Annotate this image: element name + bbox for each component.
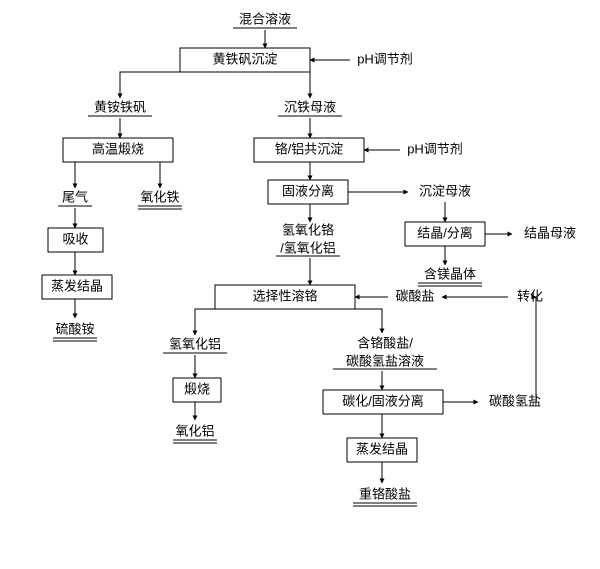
flow-edge [75, 162, 90, 188]
node-label: 碳酸氢盐 [489, 393, 541, 408]
node-n_fe_liquor: 沉铁母液 [278, 99, 342, 116]
node-n_absorb: 吸收 [48, 228, 103, 252]
flow-edge [120, 72, 220, 98]
flow-edge [270, 72, 310, 98]
node-n_jarosite: 黄铁矾沉淀 [180, 48, 310, 72]
node-n_carb_sep: 碳化/固液分离 [323, 390, 443, 414]
node-n_cr_al_cop: 铬/铝共沉淀 [254, 138, 364, 162]
node-label: 氧化铝 [175, 423, 214, 438]
node-n_sel_diss: 选择性溶铬 [215, 285, 355, 309]
node-n_phreg2: pH调节剂 [407, 141, 463, 156]
flow-edge [145, 162, 160, 188]
node-label: 蒸发结晶 [356, 441, 408, 456]
node-n_chromate_l2: 碳酸氢盐溶液 [333, 353, 437, 369]
node-n_evap2: 蒸发结晶 [347, 438, 417, 462]
node-label: 结晶母液 [524, 225, 576, 240]
node-n_al2o3: 氧化铝 [173, 423, 217, 443]
node-n_calcine2: 煅烧 [173, 378, 221, 402]
flow-edge [320, 309, 382, 333]
node-label: 含铬酸盐/ [357, 335, 413, 350]
node-label: 碳化/固液分离 [342, 393, 424, 408]
node-n_slsep: 固液分离 [268, 180, 348, 204]
flow-edge [195, 309, 240, 335]
node-n_ppt_liq: 沉淀母液 [419, 183, 471, 198]
node-label: 硫酸铵 [55, 321, 94, 336]
node-label: 碳酸盐 [395, 288, 434, 303]
node-n_fe2o3: 氧化铁 [138, 189, 182, 209]
node-n_calcine1: 高温煅烧 [63, 138, 173, 162]
node-label: 固液分离 [282, 183, 334, 198]
node-n_offgas: 尾气 [58, 189, 92, 206]
node-n_chromate_l1: 含铬酸盐/ [357, 335, 413, 350]
node-label: 沉淀母液 [419, 183, 471, 198]
node-label: 尾气 [62, 189, 88, 204]
node-n_croh3_l2: /氢氧化铝 [276, 240, 340, 256]
node-label: 氢氧化铝 [169, 336, 221, 351]
node-label: 碳酸氢盐溶液 [346, 353, 424, 368]
node-label: 重铬酸盐 [359, 486, 411, 501]
node-n_bicarb: 碳酸氢盐 [489, 393, 541, 408]
node-n_mix: 混合溶液 [233, 11, 297, 28]
node-label: 黄铵铁矾 [94, 99, 146, 114]
nodes-layer: 混合溶液黄铁矾沉淀pH调节剂黄铵铁矾沉铁母液高温煅烧铬/铝共沉淀pH调节剂尾气氧… [42, 11, 576, 506]
node-n_evap1: 蒸发结晶 [42, 275, 112, 299]
node-label: 煅烧 [184, 381, 210, 396]
node-label: 氧化铁 [140, 189, 179, 204]
node-n_amm_sulf: 硫酸铵 [53, 321, 97, 341]
node-label: 氢氧化铬 [282, 222, 334, 237]
node-label: 选择性溶铬 [252, 288, 317, 303]
node-n_croh3_l1: 氢氧化铬 [282, 222, 334, 237]
flowchart-canvas: 混合溶液黄铁矾沉淀pH调节剂黄铵铁矾沉铁母液高温煅烧铬/铝共沉淀pH调节剂尾气氧… [0, 0, 600, 569]
node-label: 含镁晶体 [424, 266, 476, 281]
node-label: 结晶/分离 [417, 225, 473, 240]
node-n_convert: 转化 [517, 288, 543, 303]
node-label: 高温煅烧 [92, 141, 144, 156]
node-label: 吸收 [62, 231, 88, 246]
node-label: 沉铁母液 [284, 99, 336, 114]
node-label: 蒸发结晶 [51, 278, 103, 293]
node-n_mg_cryst: 含镁晶体 [418, 266, 482, 286]
node-n_dichromate: 重铬酸盐 [353, 486, 417, 506]
node-n_carbonate: 碳酸盐 [395, 288, 434, 303]
node-label: pH调节剂 [357, 51, 413, 66]
node-n_cryst_liq: 结晶母液 [524, 225, 576, 240]
node-n_cryst_sep: 结晶/分离 [405, 222, 485, 246]
node-label: pH调节剂 [407, 141, 463, 156]
node-label: 转化 [517, 288, 543, 303]
node-label: 混合溶液 [239, 11, 291, 26]
node-label: /氢氧化铝 [280, 240, 336, 255]
node-n_aloh3: 氢氧化铝 [163, 336, 227, 353]
node-label: 黄铁矾沉淀 [212, 51, 277, 66]
node-n_amm_jar: 黄铵铁矾 [88, 99, 152, 116]
node-n_phreg1: pH调节剂 [357, 51, 413, 66]
node-label: 铬/铝共沉淀 [275, 141, 344, 156]
